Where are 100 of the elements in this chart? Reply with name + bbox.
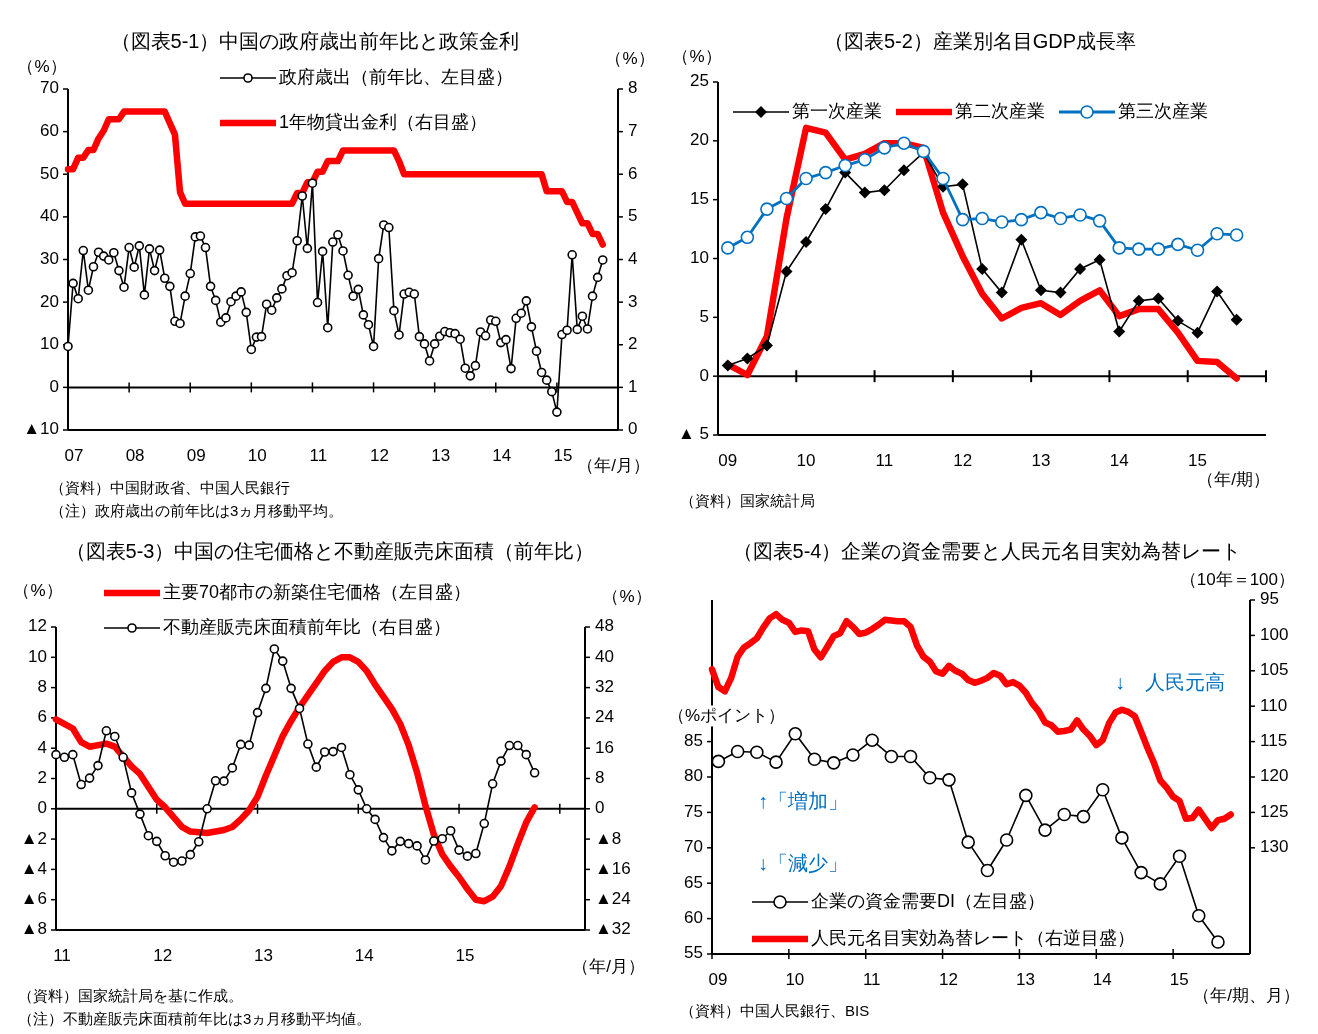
point bbox=[1132, 294, 1145, 307]
y2-axis-title: （%） bbox=[605, 49, 655, 69]
x-tick-label: 15 bbox=[1169, 970, 1189, 990]
y-tick-label: 20 bbox=[690, 130, 709, 150]
x-tick-label: 15 bbox=[455, 946, 475, 966]
point bbox=[185, 849, 196, 860]
point bbox=[420, 855, 431, 865]
y2-tick-label: 2 bbox=[628, 334, 638, 354]
chart-title: （図表5-3）中国の住宅価格と不動産販売床面積（前年比） bbox=[65, 540, 595, 563]
point bbox=[779, 191, 794, 206]
y-axis-title: （%ポイント） bbox=[668, 706, 786, 726]
y-tick-label: 40 bbox=[40, 206, 59, 226]
point bbox=[319, 747, 330, 757]
point bbox=[980, 863, 995, 878]
point bbox=[1211, 285, 1224, 298]
point bbox=[361, 804, 372, 814]
point bbox=[370, 814, 380, 825]
point bbox=[227, 763, 238, 773]
point bbox=[84, 773, 95, 783]
point bbox=[760, 339, 773, 352]
y-tick-label: 0 bbox=[37, 798, 47, 818]
y-tick-label: 5 bbox=[699, 306, 709, 326]
point bbox=[403, 838, 414, 849]
text: （注）不動産販売床面積前年比は3ヵ月移動平均値。 bbox=[18, 1009, 372, 1027]
y-tick-label: ▲4 bbox=[20, 858, 47, 878]
point bbox=[51, 749, 61, 760]
y-tick-label: 50 bbox=[40, 163, 59, 183]
point bbox=[1191, 326, 1204, 339]
x-tick-label: 09 bbox=[186, 446, 206, 466]
point bbox=[1134, 865, 1148, 880]
y-tick-label: ▲6 bbox=[20, 889, 47, 909]
point bbox=[177, 856, 187, 866]
point bbox=[1112, 241, 1127, 255]
y-tick-label: 2 bbox=[37, 767, 47, 787]
point bbox=[807, 752, 822, 767]
y2-tick-label: 130 bbox=[1260, 837, 1289, 857]
text: （資料）中国財政省、中国人民銀行 bbox=[50, 478, 290, 496]
text: （資料）国家統計局を基に作成。 bbox=[18, 986, 243, 1004]
x-tick-label: 13 bbox=[1015, 970, 1035, 990]
y2-tick-label: ▲16 bbox=[595, 858, 631, 878]
point bbox=[720, 241, 735, 255]
point bbox=[429, 836, 439, 846]
point bbox=[730, 744, 745, 759]
point bbox=[328, 746, 338, 757]
y-tick-label: 85 bbox=[684, 731, 703, 751]
legend-label: 政府歳出（前年比、左目盛） bbox=[279, 66, 513, 87]
y2-tick-label: ▲24 bbox=[595, 889, 631, 909]
x-tick-label: 10 bbox=[785, 970, 805, 990]
point bbox=[878, 184, 891, 197]
point bbox=[800, 236, 813, 249]
point bbox=[999, 833, 1014, 847]
point bbox=[1019, 788, 1033, 803]
y2-tick-label: 115 bbox=[1260, 731, 1288, 751]
legend-label: 人民元名目実効為替レート（右逆目盛） bbox=[811, 927, 1135, 948]
legend-label: 企業の資金需要DI（左目盛） bbox=[811, 890, 1045, 911]
y-tick-label: ▲2 bbox=[20, 828, 47, 848]
point bbox=[496, 756, 506, 766]
point bbox=[118, 752, 128, 763]
point bbox=[780, 265, 793, 278]
y2-axis-title: （10年＝100） bbox=[1179, 570, 1295, 590]
x-tick-label: 14 bbox=[354, 946, 374, 966]
point bbox=[353, 785, 364, 795]
y2-tick-label: 40 bbox=[595, 646, 614, 666]
point bbox=[711, 754, 726, 769]
chart-title: （図表5-4）企業の資金需要と人民元名目実効為替レート bbox=[732, 540, 1242, 563]
point bbox=[799, 171, 813, 186]
point bbox=[454, 845, 464, 855]
legend-label: 第三次産業 bbox=[1118, 100, 1208, 121]
point bbox=[269, 644, 280, 654]
point bbox=[1076, 809, 1091, 824]
x-tick-label: 14 bbox=[1109, 451, 1129, 471]
x-tick-label: 08 bbox=[125, 446, 145, 466]
text: （注）政府歳出の前年比は3ヵ月移動平均。 bbox=[50, 501, 344, 519]
y2-tick-label: 110 bbox=[1260, 695, 1288, 715]
x-tick-label: 12 bbox=[370, 446, 390, 466]
point bbox=[244, 740, 254, 750]
x-tick-label: 11 bbox=[862, 970, 881, 990]
annotation: ↑「増加」 bbox=[758, 790, 848, 813]
point bbox=[994, 215, 1009, 229]
point bbox=[995, 286, 1008, 299]
x-tick-label: 09 bbox=[718, 451, 738, 471]
point bbox=[760, 202, 774, 216]
point bbox=[1034, 205, 1048, 220]
y-tick-label: 12 bbox=[28, 616, 47, 636]
point bbox=[109, 731, 120, 742]
point bbox=[1092, 214, 1107, 228]
point bbox=[1057, 807, 1072, 822]
x-tick-label: 10 bbox=[796, 451, 816, 471]
x-tick-label: 11 bbox=[53, 946, 71, 966]
point bbox=[151, 836, 162, 847]
x-tick-label: 14 bbox=[492, 446, 512, 466]
point bbox=[1153, 877, 1168, 891]
x-tick-label: 15 bbox=[553, 446, 573, 466]
legend-label: 第二次産業 bbox=[955, 100, 1045, 121]
point bbox=[740, 230, 755, 245]
y-tick-label: 25 bbox=[690, 71, 709, 91]
y2-tick-label: 1 bbox=[628, 376, 638, 396]
point bbox=[838, 158, 853, 173]
y-tick-label: 6 bbox=[37, 707, 47, 727]
point bbox=[193, 836, 204, 847]
